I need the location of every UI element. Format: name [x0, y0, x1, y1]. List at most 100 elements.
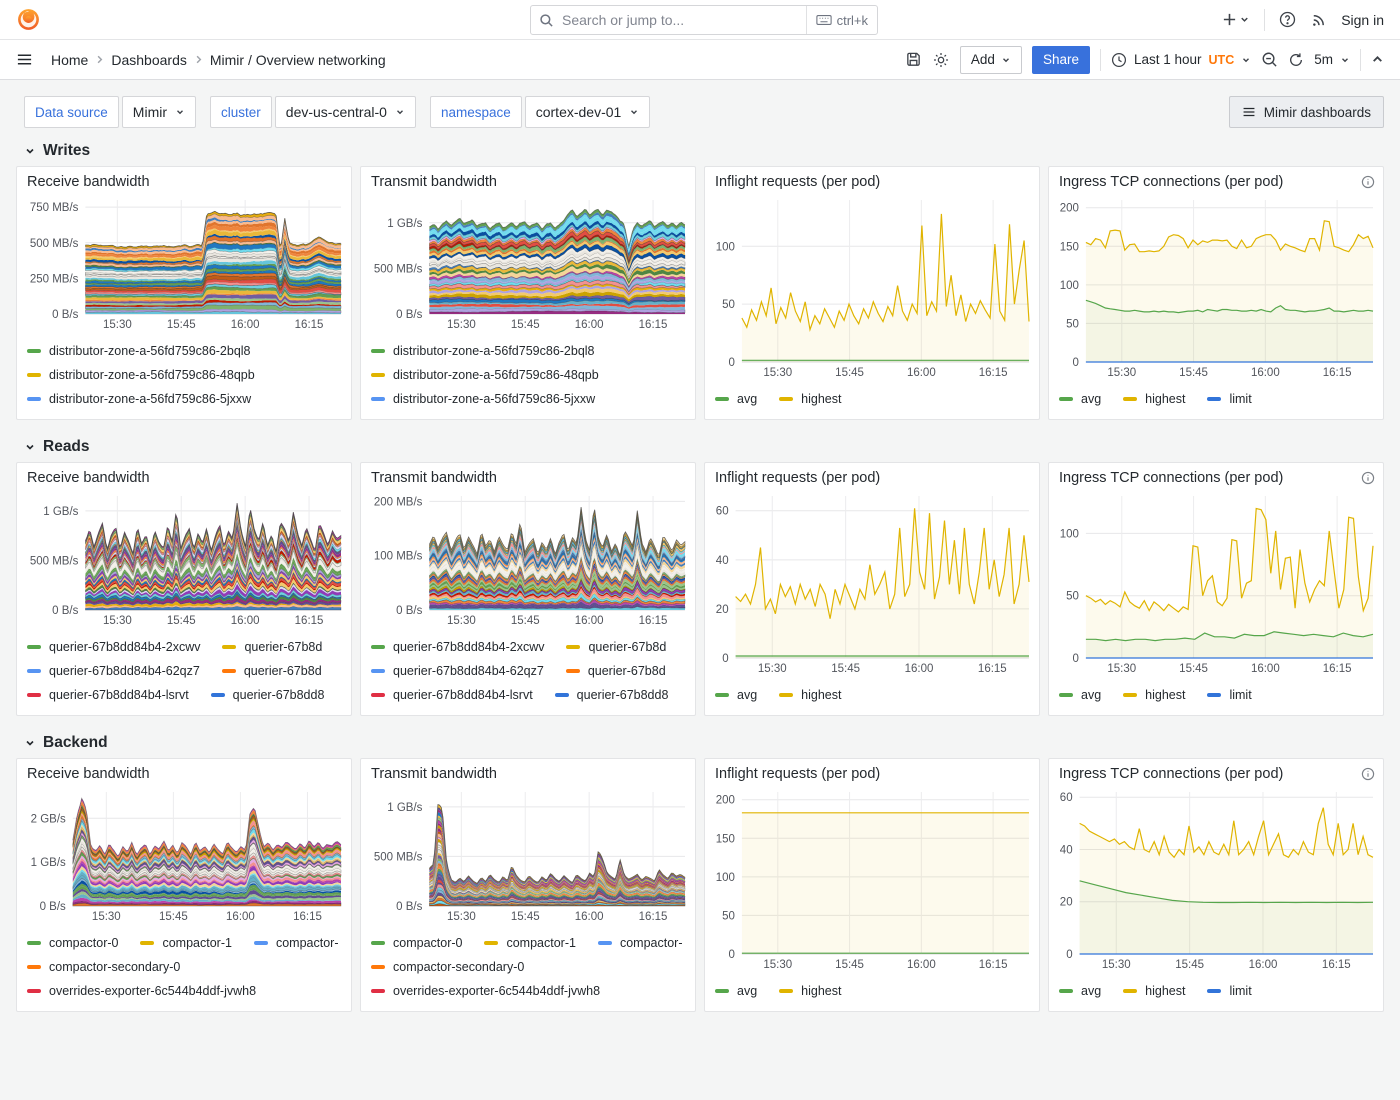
- collapse-toolbar-icon[interactable]: [1371, 53, 1384, 66]
- panel-title[interactable]: Transmit bandwidth: [361, 759, 695, 784]
- refresh-icon[interactable]: [1288, 52, 1304, 68]
- variable-value-dropdown[interactable]: cortex-dev-01: [525, 96, 651, 128]
- row-header-backend[interactable]: Backend: [0, 730, 1400, 758]
- help-icon[interactable]: [1279, 11, 1296, 28]
- panel-chart[interactable]: 05010015:3015:4516:0016:15: [1053, 488, 1381, 677]
- refresh-interval-picker[interactable]: 5m: [1314, 52, 1350, 67]
- legend-item[interactable]: highest: [779, 688, 841, 702]
- search-input[interactable]: Search or jump to... ctrl+k: [530, 5, 878, 35]
- panel-title[interactable]: Inflight requests (per pod): [705, 167, 1039, 192]
- panel-title[interactable]: Receive bandwidth: [17, 167, 351, 192]
- share-button[interactable]: Share: [1032, 46, 1090, 74]
- panel-chart[interactable]: 0 B/s250 MB/s500 MB/s750 MB/s15:3015:451…: [21, 192, 349, 333]
- panel-title[interactable]: Receive bandwidth: [17, 463, 351, 488]
- zoom-out-icon[interactable]: [1261, 51, 1278, 68]
- variable-value-dropdown[interactable]: Mimir: [122, 96, 196, 128]
- legend-item[interactable]: querier-67b8d: [566, 664, 666, 678]
- panel-info-icon[interactable]: [1361, 767, 1375, 781]
- legend-item[interactable]: querier-67b8d: [222, 664, 322, 678]
- panel-title[interactable]: Inflight requests (per pod): [705, 759, 1039, 784]
- panel-chart[interactable]: 020406015:3015:4516:0016:15: [1053, 784, 1381, 973]
- legend-item[interactable]: querier-67b8d: [566, 640, 666, 654]
- panel-plot[interactable]: 0 B/s100 MB/s200 MB/s15:3015:4516:0016:1…: [361, 488, 695, 633]
- panel-chart[interactable]: 05010015020015:3015:4516:0016:15: [709, 784, 1037, 973]
- variable-label[interactable]: cluster: [210, 96, 272, 128]
- legend-item[interactable]: avg: [1059, 688, 1101, 702]
- variable-value-dropdown[interactable]: dev-us-central-0: [275, 96, 416, 128]
- panel-plot[interactable]: 020406015:3015:4516:0016:15: [1049, 784, 1383, 977]
- variable-label[interactable]: Data source: [24, 96, 119, 128]
- add-panel-button[interactable]: Add: [960, 46, 1022, 74]
- panel-plot[interactable]: 0 B/s500 MB/s1 GB/s15:3015:4516:0016:15: [17, 488, 351, 633]
- breadcrumb-home[interactable]: Home: [51, 52, 88, 68]
- legend-item[interactable]: distributor-zone-a-56fd759c86-5jxxw: [371, 392, 595, 406]
- panel-chart[interactable]: 0 B/s100 MB/s200 MB/s15:3015:4516:0016:1…: [365, 488, 693, 629]
- legend-item[interactable]: compactor-secondary-0: [371, 960, 524, 974]
- legend-item[interactable]: distributor-zone-a-56fd759c86-2bql8: [371, 344, 595, 358]
- legend-item[interactable]: compactor-1: [140, 936, 231, 950]
- legend-item[interactable]: compactor-0: [27, 936, 118, 950]
- panel-title[interactable]: Ingress TCP connections (per pod): [1049, 463, 1383, 488]
- time-range-picker[interactable]: Last 1 hour UTC: [1111, 52, 1251, 68]
- panel-chart[interactable]: 0 B/s500 MB/s1 GB/s15:3015:4516:0016:15: [365, 192, 693, 333]
- legend-item[interactable]: querier-67b8dd84b4-62qz7: [27, 664, 200, 678]
- legend-item[interactable]: limit: [1207, 688, 1251, 702]
- legend-item[interactable]: querier-67b8dd8: [211, 688, 325, 702]
- legend-item[interactable]: highest: [779, 984, 841, 998]
- legend-item[interactable]: avg: [715, 688, 757, 702]
- legend-item[interactable]: querier-67b8d: [222, 640, 322, 654]
- panel-plot[interactable]: 0 B/s250 MB/s500 MB/s750 MB/s15:3015:451…: [17, 192, 351, 337]
- panel-title[interactable]: Transmit bandwidth: [361, 167, 695, 192]
- legend-item[interactable]: querier-67b8dd84b4-lsrvt: [371, 688, 533, 702]
- legend-item[interactable]: compactor-1: [484, 936, 575, 950]
- legend-item[interactable]: overrides-exporter-6c544b4ddf-jvwh8: [27, 984, 256, 998]
- legend-item[interactable]: highest: [1123, 984, 1185, 998]
- save-dashboard-icon[interactable]: [905, 51, 922, 68]
- row-header-reads[interactable]: Reads: [0, 434, 1400, 462]
- panel-chart[interactable]: 020406015:3015:4516:0016:15: [709, 488, 1037, 677]
- legend-item[interactable]: compactor-: [598, 936, 683, 950]
- legend-item[interactable]: compactor-secondary-0: [27, 960, 180, 974]
- panel-chart[interactable]: 0 B/s1 GB/s2 GB/s15:3015:4516:0016:15: [21, 784, 349, 925]
- legend-item[interactable]: avg: [715, 392, 757, 406]
- legend-item[interactable]: querier-67b8dd8: [555, 688, 669, 702]
- news-icon[interactable]: [1310, 11, 1327, 28]
- legend-item[interactable]: limit: [1207, 392, 1251, 406]
- panel-plot[interactable]: 05010015:3015:4516:0016:15: [705, 192, 1039, 385]
- panel-plot[interactable]: 020406015:3015:4516:0016:15: [705, 488, 1039, 681]
- legend-item[interactable]: distributor-zone-a-56fd759c86-5jxxw: [27, 392, 251, 406]
- legend-item[interactable]: querier-67b8dd84b4-62qz7: [371, 664, 544, 678]
- panel-plot[interactable]: 05010015020015:3015:4516:0016:15: [1049, 192, 1383, 385]
- panel-title[interactable]: Ingress TCP connections (per pod): [1049, 167, 1383, 192]
- legend-item[interactable]: avg: [715, 984, 757, 998]
- panel-title[interactable]: Receive bandwidth: [17, 759, 351, 784]
- legend-item[interactable]: distributor-zone-a-56fd759c86-48qpb: [27, 368, 255, 382]
- panel-title[interactable]: Inflight requests (per pod): [705, 463, 1039, 488]
- panel-info-icon[interactable]: [1361, 175, 1375, 189]
- panel-title[interactable]: Transmit bandwidth: [361, 463, 695, 488]
- panel-plot[interactable]: 0 B/s1 GB/s2 GB/s15:3015:4516:0016:15: [17, 784, 351, 929]
- row-header-writes[interactable]: Writes: [0, 138, 1400, 166]
- panel-plot[interactable]: 0 B/s500 MB/s1 GB/s15:3015:4516:0016:15: [361, 192, 695, 337]
- new-menu-button[interactable]: [1222, 12, 1250, 27]
- legend-item[interactable]: avg: [1059, 984, 1101, 998]
- panel-chart[interactable]: 0 B/s500 MB/s1 GB/s15:3015:4516:0016:15: [21, 488, 349, 629]
- panel-info-icon[interactable]: [1361, 471, 1375, 485]
- legend-item[interactable]: querier-67b8dd84b4-2xcwv: [27, 640, 200, 654]
- legend-item[interactable]: overrides-exporter-6c544b4ddf-jvwh8: [371, 984, 600, 998]
- legend-item[interactable]: highest: [779, 392, 841, 406]
- legend-item[interactable]: limit: [1207, 984, 1251, 998]
- dashboard-settings-icon[interactable]: [932, 51, 950, 69]
- panel-title[interactable]: Ingress TCP connections (per pod): [1049, 759, 1383, 784]
- mega-menu-toggle[interactable]: [16, 51, 33, 68]
- mimir-dashboards-button[interactable]: Mimir dashboards: [1229, 96, 1384, 128]
- legend-item[interactable]: querier-67b8dd84b4-2xcwv: [371, 640, 544, 654]
- legend-item[interactable]: compactor-: [254, 936, 339, 950]
- panel-chart[interactable]: 05010015:3015:4516:0016:15: [709, 192, 1037, 381]
- grafana-logo[interactable]: [16, 7, 41, 32]
- variable-label[interactable]: namespace: [430, 96, 522, 128]
- panel-chart[interactable]: 05010015020015:3015:4516:0016:15: [1053, 192, 1381, 381]
- panel-plot[interactable]: 05010015020015:3015:4516:0016:15: [705, 784, 1039, 977]
- legend-item[interactable]: highest: [1123, 392, 1185, 406]
- sign-in-button[interactable]: Sign in: [1341, 12, 1384, 28]
